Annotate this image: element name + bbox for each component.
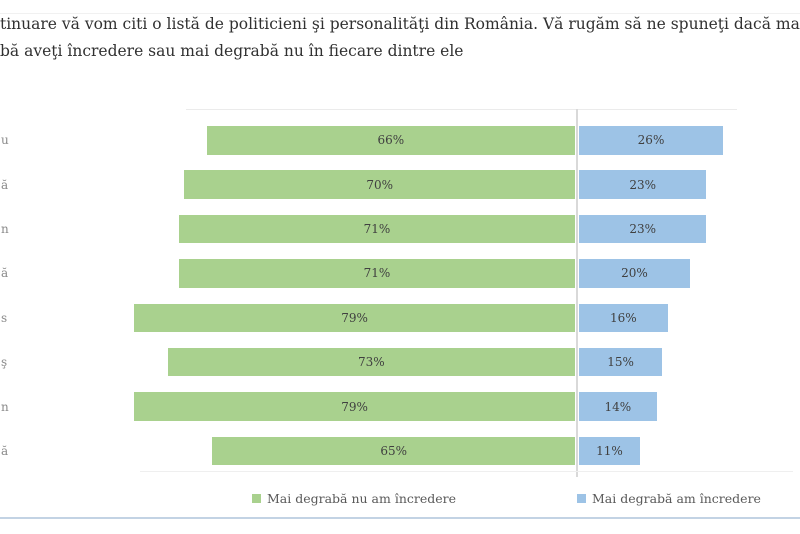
row-label: u [1, 133, 9, 148]
chart-row: ă 71% 20% [0, 259, 800, 288]
no-trust-value: 79% [341, 399, 368, 414]
trust-value: 16% [609, 310, 637, 325]
title-line-2: bă aveţi încredere sau mai degrabă nu în… [0, 42, 464, 60]
no-trust-bar: 73% [167, 347, 575, 377]
trust-value: 11% [596, 443, 623, 458]
no-trust-value: 65% [380, 443, 407, 458]
no-trust-bar: 79% [134, 392, 575, 421]
page-bottom-rule [0, 517, 800, 519]
no-trust-value: 71% [363, 266, 391, 281]
trust-value: 14% [604, 399, 632, 414]
trust-bar: 11% [579, 436, 640, 466]
row-label: n [1, 399, 9, 414]
no-trust-value: 70% [366, 177, 394, 192]
trust-bar: 16% [579, 303, 668, 333]
chart-row: s 79% 16% [0, 303, 800, 333]
trust-value: 20% [621, 266, 648, 281]
row-label: n [1, 222, 9, 237]
plot-top-border [186, 109, 737, 110]
top-hairline [0, 13, 800, 14]
no-trust-value: 73% [358, 355, 385, 370]
legend-label-trust: Mai degrabă am încredere [592, 490, 761, 506]
row-label: ş [1, 355, 8, 370]
survey-question-title: tinuare vă vom citi o listă de politicie… [0, 11, 800, 65]
trust-swatch-icon [577, 493, 586, 503]
row-label: ă [1, 443, 9, 458]
axis-divider-line [576, 109, 578, 477]
chart-row: ă 65% 11% [0, 436, 800, 466]
chart-row: u 66% 26% [0, 126, 800, 155]
chart-row: ş 73% 15% [0, 347, 800, 377]
trust-value: 15% [607, 355, 634, 370]
no-trust-value: 66% [377, 133, 405, 148]
trust-bar: 14% [579, 392, 657, 421]
trust-bar: 26% [579, 126, 724, 155]
legend-item-no-trust: Mai degrabă nu am încredere [252, 490, 456, 506]
trust-bar: 23% [579, 214, 707, 244]
row-label: ă [1, 266, 9, 281]
chart-row: ă 70% 23% [0, 170, 800, 199]
plot-bottom-border [140, 471, 793, 472]
no-trust-bar: 65% [212, 436, 575, 466]
legend-item-trust: Mai degrabă am încredere [577, 490, 761, 506]
trust-value: 23% [629, 222, 657, 237]
chart-row: n 71% 23% [0, 214, 800, 244]
no-trust-bar: 70% [184, 170, 575, 199]
row-label: s [1, 310, 8, 325]
no-trust-bar: 71% [178, 259, 575, 288]
no-trust-bar: 79% [134, 303, 575, 333]
trust-bar: 20% [579, 259, 690, 288]
trust-bar: 23% [579, 170, 707, 199]
no-trust-bar: 66% [206, 126, 575, 155]
trust-value: 23% [629, 177, 657, 192]
no-trust-bar: 71% [178, 214, 575, 244]
legend-label-no-trust: Mai degrabă nu am încredere [267, 490, 457, 506]
title-line-1: tinuare vă vom citi o listă de politicie… [0, 15, 800, 33]
chart-rows: u 66% 26% ă 70% 23% n 71% 23% ă 71% 20% [0, 126, 800, 481]
no-trust-swatch-icon [252, 493, 261, 503]
trust-value: 26% [637, 133, 665, 148]
no-trust-value: 71% [363, 222, 391, 237]
row-label: ă [1, 177, 9, 192]
chart-legend: Mai degrabă nu am încredere Mai degrabă … [0, 490, 800, 508]
no-trust-value: 79% [341, 310, 368, 325]
trust-bar: 15% [579, 347, 663, 377]
chart-row: n 79% 14% [0, 392, 800, 421]
